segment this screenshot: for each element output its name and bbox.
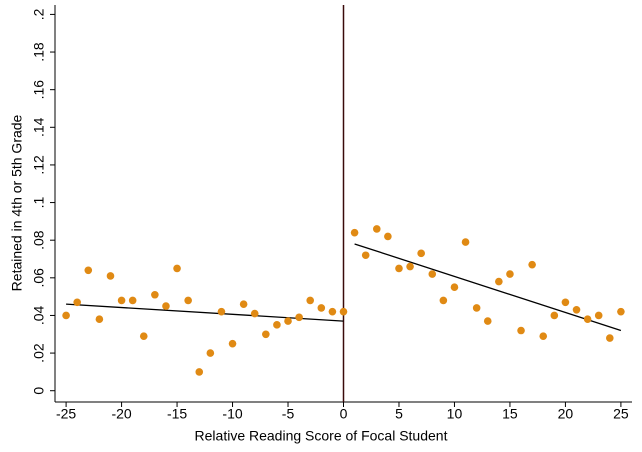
point	[417, 249, 425, 258]
x-tick-label: 0	[340, 406, 348, 422]
y-tick-label: .1	[31, 197, 47, 209]
y-tick-label: .04	[31, 306, 47, 326]
x-tick-label: 20	[558, 406, 574, 422]
point	[428, 270, 437, 278]
point	[450, 283, 459, 292]
x-tick-label: -20	[111, 406, 131, 422]
point	[361, 251, 370, 260]
point	[262, 330, 270, 339]
point	[350, 228, 359, 237]
x-tick-label: -10	[222, 406, 242, 422]
point	[572, 306, 581, 314]
point	[139, 332, 148, 340]
x-tick-label: 25	[613, 406, 629, 422]
point	[306, 296, 315, 305]
y-tick-label: .2	[31, 8, 47, 20]
point	[73, 298, 81, 307]
y-tick-label: .14	[31, 117, 47, 137]
point	[228, 339, 237, 348]
y-tick-label: .12	[31, 155, 47, 175]
y-tick-label: .18	[31, 42, 47, 62]
point	[461, 238, 470, 246]
point	[162, 302, 170, 310]
x-tick-label: -15	[167, 406, 187, 422]
point	[472, 304, 481, 312]
y-tick-label: .08	[31, 230, 47, 250]
y-tick-label: .16	[31, 80, 47, 100]
point	[62, 311, 70, 320]
point	[372, 225, 381, 233]
y-tick-label: .06	[31, 268, 47, 288]
point	[273, 321, 281, 329]
point	[550, 311, 559, 320]
x-tick-label: 10	[447, 406, 463, 422]
point	[517, 326, 525, 335]
point	[617, 307, 625, 316]
point	[328, 307, 337, 316]
point	[284, 317, 292, 325]
point	[106, 272, 115, 280]
point	[206, 349, 215, 357]
point	[173, 264, 181, 273]
x-tick-label: -5	[282, 406, 295, 422]
point	[483, 317, 492, 325]
x-axis-title: Relative Reading Score of Focal Student	[195, 428, 448, 444]
point	[84, 266, 93, 275]
point	[128, 296, 137, 305]
point	[195, 368, 204, 376]
point	[95, 315, 104, 324]
point	[561, 298, 570, 307]
point	[317, 304, 326, 312]
point	[151, 290, 159, 299]
point	[117, 296, 126, 305]
point	[606, 334, 614, 342]
y-tick-label: 0	[31, 387, 47, 395]
point	[439, 296, 448, 305]
point	[384, 232, 392, 241]
x-tick-label: 5	[395, 406, 403, 422]
x-tick-label: -25	[56, 406, 76, 422]
point	[250, 309, 259, 318]
x-tick-label: 15	[502, 406, 518, 422]
point	[295, 313, 303, 322]
y-axis-title: Retained in 4th or 5th Grade	[9, 114, 25, 291]
point	[406, 262, 414, 271]
point	[528, 260, 536, 269]
point	[239, 300, 248, 308]
point	[217, 307, 226, 316]
y-tick-label: .02	[31, 343, 47, 363]
fit-line	[354, 243, 622, 332]
point	[539, 332, 548, 340]
point	[495, 277, 503, 286]
point	[184, 296, 192, 305]
point	[506, 270, 514, 278]
point	[583, 315, 592, 324]
point	[339, 307, 348, 316]
point	[395, 264, 403, 273]
point	[594, 311, 603, 320]
